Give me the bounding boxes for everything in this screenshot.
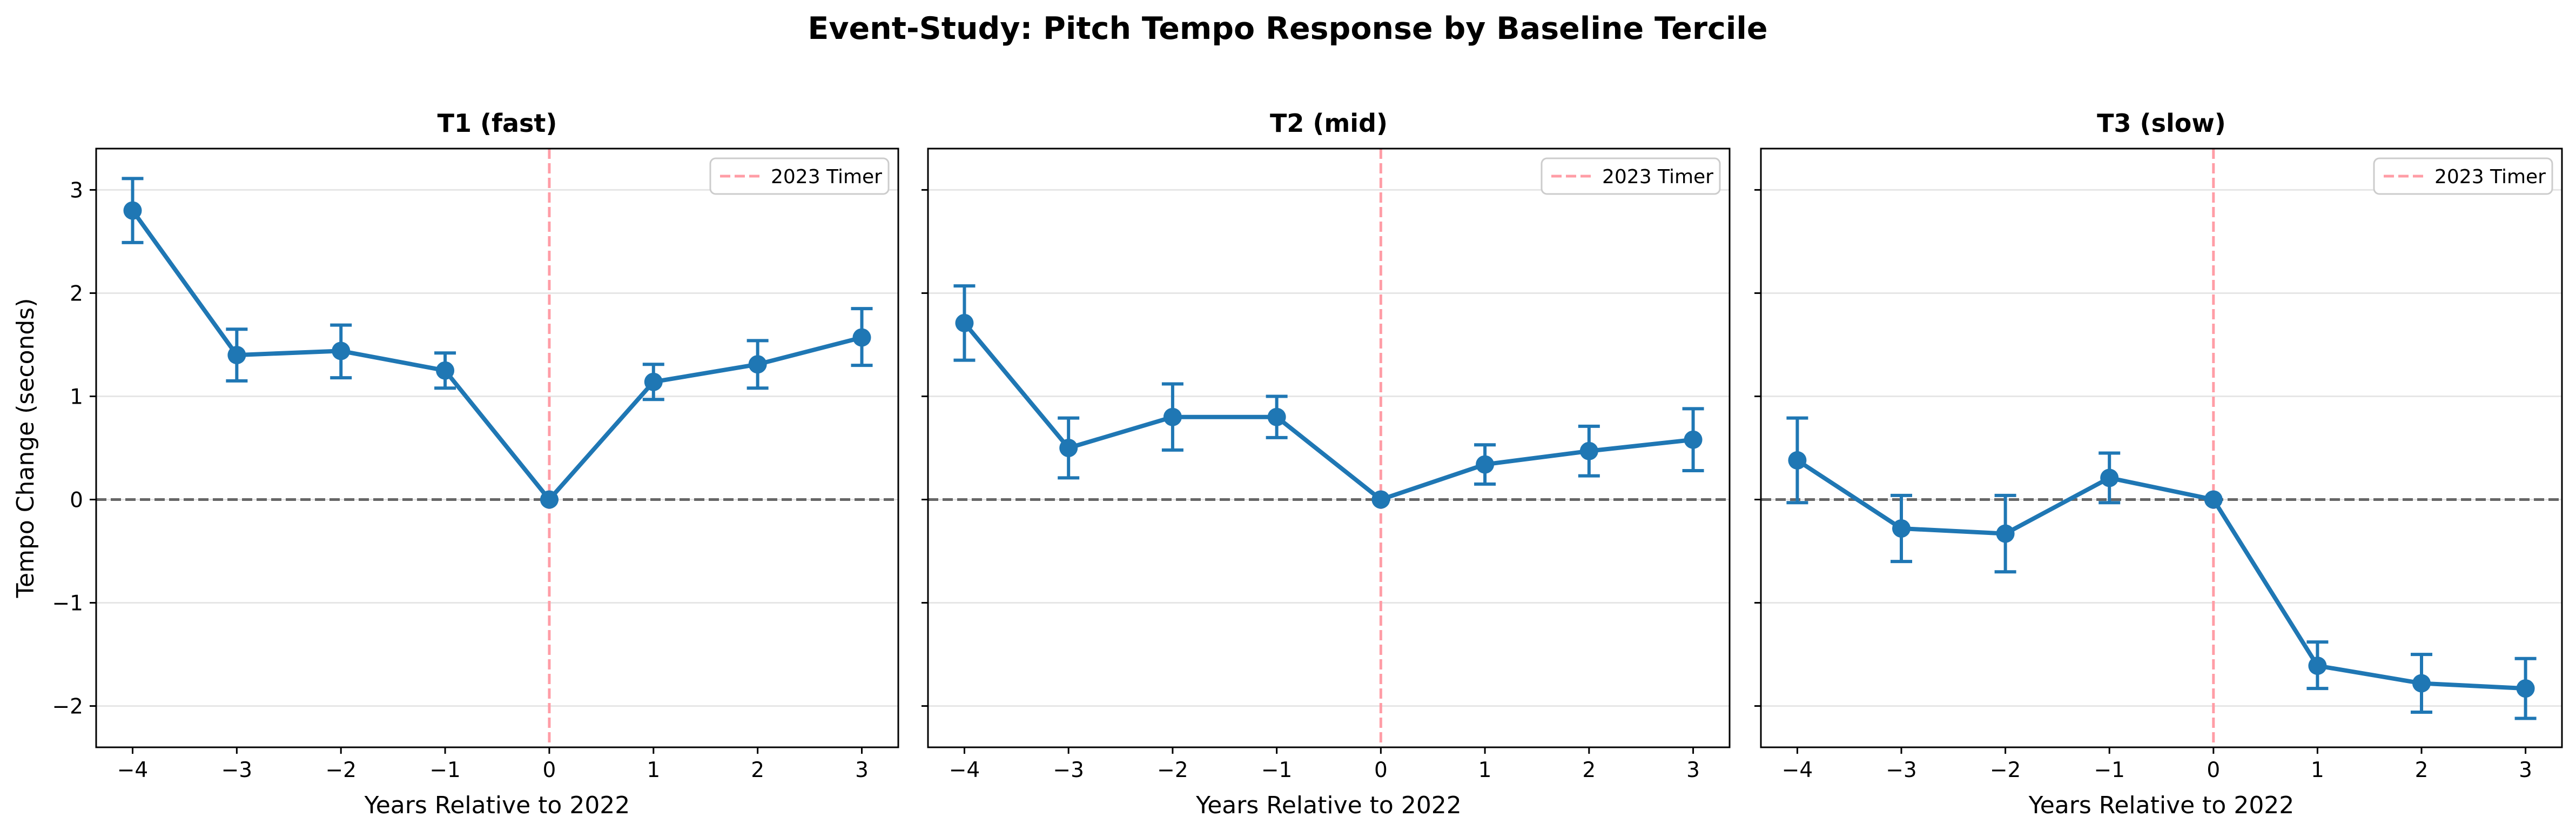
x-tick-label: −3: [221, 758, 253, 782]
figure-title: Event-Study: Pitch Tempo Response by Bas…: [808, 11, 1767, 46]
legend: 2023 Timer: [709, 157, 890, 195]
legend-box: [1541, 157, 1721, 195]
data-point: [748, 355, 767, 374]
legend: 2023 Timer: [2373, 157, 2553, 195]
panel-title: T2 (mid): [1270, 109, 1388, 138]
chart-panel-3: −4 −3 −2 −1 0 1 2 3 T3 (slow) Years Relative to 2…: [1754, 109, 2563, 819]
legend-box: [2373, 157, 2553, 195]
data-point: [436, 361, 455, 380]
data-point: [332, 342, 351, 360]
panel-title: T3 (slow): [2097, 109, 2226, 138]
x-tick-label: 0: [543, 758, 556, 782]
data-point: [1163, 407, 1182, 426]
axes-frame: [95, 148, 899, 748]
x-tick-label: 3: [2519, 758, 2532, 782]
x-tick-label: −1: [1261, 758, 1293, 782]
x-tick-label: −1: [2094, 758, 2125, 782]
y-tick-label: −1: [52, 592, 84, 616]
data-point: [123, 201, 142, 220]
data-point: [1892, 519, 1911, 538]
x-tick-label: 2: [2415, 758, 2429, 782]
panel-title: T1 (fast): [438, 109, 557, 138]
x-axis-label: Years Relative to 2022: [2028, 792, 2295, 819]
data-point: [644, 372, 663, 391]
data-point: [955, 313, 974, 332]
data-point: [540, 490, 559, 509]
data-point: [227, 346, 246, 365]
x-tick-label: −4: [949, 758, 980, 782]
data-point: [1476, 455, 1495, 474]
y-tick-label: −2: [52, 695, 84, 719]
x-tick-label: 1: [1478, 758, 1492, 782]
series-line: [131, 209, 863, 502]
chart-panel-2: −4 −3 −2 −1 0 1 2 3 T2 (mid) Years Relative to 20…: [922, 109, 1731, 819]
series-line: [1796, 458, 2526, 691]
data-point: [1059, 439, 1078, 457]
x-tick-label: −2: [325, 758, 357, 782]
legend-box: [709, 157, 890, 195]
axes-frame: [927, 148, 1731, 748]
legend-label: 2023 Timer: [1602, 166, 1713, 188]
x-tick-label: 3: [855, 758, 869, 782]
series-line: [963, 322, 1693, 502]
y-tick-label: 2: [70, 282, 83, 306]
x-tick-label: 2: [751, 758, 764, 782]
data-point: [852, 328, 871, 347]
data-point: [1788, 451, 1807, 470]
x-axis-label: Years Relative to 2022: [364, 792, 630, 819]
y-tick-label: 1: [70, 385, 83, 409]
x-tick-label: 1: [2311, 758, 2324, 782]
data-point: [1371, 490, 1390, 509]
data-point: [2204, 490, 2223, 509]
data-point: [1996, 524, 2015, 543]
x-tick-label: −1: [429, 758, 461, 782]
data-point: [1684, 430, 1703, 449]
legend-label: 2023 Timer: [2434, 166, 2546, 188]
x-tick-label: −3: [1886, 758, 1917, 782]
x-tick-label: −4: [117, 758, 149, 782]
x-tick-label: −2: [1990, 758, 2021, 782]
y-tick-label: 3: [70, 178, 83, 203]
axes-frame: [1760, 148, 2563, 748]
chart-panel-1: −4 −3 −2 −1 0 1 2 3 3 2 1 0 −1 −2 T1 (fast) Years Relat…: [12, 109, 899, 819]
x-axis-label: Years Relative to 2022: [1195, 792, 1462, 819]
data-point: [1267, 407, 1286, 426]
data-point: [2100, 468, 2119, 487]
data-point: [2516, 679, 2535, 698]
x-tick-label: 1: [647, 758, 660, 782]
legend-label: 2023 Timer: [771, 166, 882, 188]
data-point: [2412, 674, 2431, 693]
x-tick-label: −3: [1053, 758, 1084, 782]
x-tick-label: 0: [1374, 758, 1388, 782]
y-tick-label: 0: [70, 488, 83, 513]
x-tick-label: −2: [1157, 758, 1188, 782]
y-axis-label: Tempo Change (seconds): [12, 298, 39, 599]
x-tick-label: 2: [1582, 758, 1596, 782]
x-tick-label: 3: [1686, 758, 1700, 782]
x-tick-label: 0: [2207, 758, 2220, 782]
x-tick-label: −4: [1782, 758, 1813, 782]
data-point: [1579, 441, 1598, 460]
legend: 2023 Timer: [1541, 157, 1721, 195]
data-point: [2308, 657, 2327, 675]
